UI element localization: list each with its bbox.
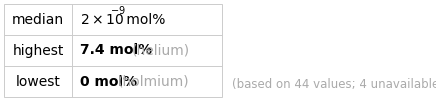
Text: 0 mol%: 0 mol%	[80, 74, 137, 89]
Text: mol%: mol%	[122, 12, 165, 27]
Text: lowest: lowest	[16, 74, 61, 89]
Text: median: median	[12, 12, 64, 27]
Text: highest: highest	[12, 43, 64, 58]
Text: (based on 44 values; 4 unavailable): (based on 44 values; 4 unavailable)	[232, 78, 436, 91]
Text: (holmium): (holmium)	[118, 74, 190, 89]
Text: 7.4 mol%: 7.4 mol%	[80, 43, 152, 58]
Bar	[4, 4, 222, 97]
Text: (helium): (helium)	[132, 43, 190, 58]
Text: $2\times10$: $2\times10$	[80, 12, 125, 27]
Text: $^{-9}$: $^{-9}$	[110, 6, 126, 20]
